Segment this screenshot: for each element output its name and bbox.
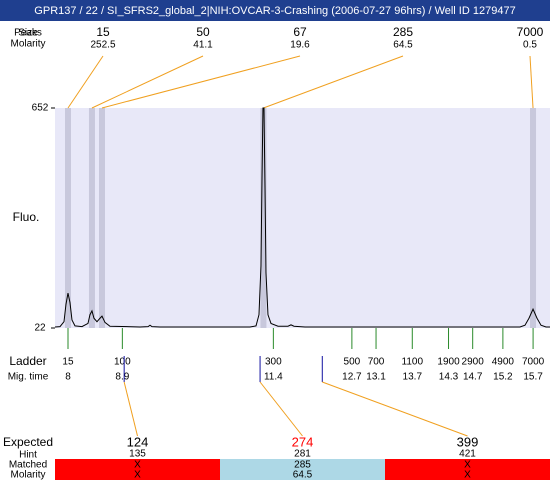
- peak-band: [64, 108, 71, 328]
- ladder-size: 500: [344, 357, 361, 368]
- hint: 281: [294, 449, 311, 460]
- ladder-size: 4900: [492, 357, 515, 368]
- peak-band: [98, 108, 105, 328]
- peak-band: [260, 108, 267, 328]
- peak-band: [88, 108, 95, 328]
- peak-molarity: 252.5: [90, 40, 115, 51]
- expected-size: 124: [127, 434, 149, 449]
- matched: X: [134, 460, 141, 471]
- ladder-label: Ladder: [9, 354, 46, 368]
- peak-molarity: 41.1: [193, 40, 213, 51]
- matched-label: Matched: [9, 460, 47, 471]
- hint: 421: [459, 449, 476, 460]
- plot-area: [55, 108, 550, 328]
- mig-time-label: Mig. time: [8, 372, 49, 383]
- ladder-time: 14.3: [439, 372, 459, 383]
- peak-size: 7000: [517, 25, 544, 39]
- ladder-time: 8.9: [115, 372, 129, 383]
- y-tick-label: 22: [34, 323, 46, 334]
- expected-connector: [123, 381, 138, 437]
- ladder-size: 7000: [522, 357, 545, 368]
- ladder-time: 15.2: [493, 372, 513, 383]
- ladder-time: 14.7: [463, 372, 483, 383]
- expected-size: 274: [292, 434, 314, 449]
- expected-connector: [322, 381, 468, 437]
- title: GPR137 / 22 / SI_SFRS2_global_2|NIH:OVCA…: [34, 5, 515, 17]
- size-label: Size: [18, 28, 38, 39]
- ladder-size: 1900: [437, 357, 460, 368]
- ladder-size: 2900: [462, 357, 485, 368]
- peak-size: 50: [196, 25, 210, 39]
- peak-size: 15: [96, 25, 110, 39]
- ladder-time: 11.4: [264, 372, 283, 383]
- matched-cell: [385, 459, 550, 480]
- trace: [54, 107, 550, 328]
- peak-connector: [91, 55, 204, 109]
- matched-cell: [220, 459, 385, 480]
- hint-label: Hint: [19, 450, 37, 461]
- peak-molarity: 0.5: [523, 40, 537, 51]
- matched-cell: [55, 459, 220, 480]
- peak-size: 285: [393, 25, 413, 39]
- ladder-time: 13.7: [403, 372, 423, 383]
- peak-connector: [101, 55, 301, 109]
- expected-connector: [259, 381, 303, 437]
- peak-size: 67: [293, 25, 307, 39]
- matched: 285: [294, 460, 311, 471]
- peak-connector: [263, 55, 404, 109]
- matched-molarity: X: [134, 470, 141, 480]
- peak-molarity: 64.5: [393, 40, 413, 51]
- peak-band: [530, 108, 537, 328]
- ladder-size: 100: [114, 357, 131, 368]
- expected-size: 399: [457, 434, 479, 449]
- ladder-time: 13.1: [366, 372, 386, 383]
- peak-connector: [529, 55, 534, 109]
- hint: 135: [129, 449, 146, 460]
- peaks-label: Peaks: [14, 28, 42, 39]
- peak-connector: [67, 55, 104, 109]
- molarity-label: Molarity: [10, 470, 45, 480]
- ladder-size: 300: [265, 357, 282, 368]
- matched-molarity: 64.5: [293, 470, 313, 480]
- title-bar: [0, 0, 550, 21]
- ladder-time: 15.7: [523, 372, 543, 383]
- ladder-time: 8: [65, 372, 71, 383]
- y-axis-label: Fluo.: [13, 210, 40, 224]
- ladder-size: 1100: [402, 357, 424, 368]
- ladder-time: 12.7: [342, 372, 362, 383]
- ladder-size: 15: [62, 357, 74, 368]
- ladder-size: 700: [368, 357, 385, 368]
- expected-label: Expected: [3, 435, 53, 449]
- y-tick-label: 652: [32, 103, 49, 114]
- matched-molarity: X: [464, 470, 471, 480]
- peak-molarity: 19.6: [290, 40, 310, 51]
- matched: X: [464, 460, 471, 471]
- molarity-label: Molarity: [10, 39, 45, 50]
